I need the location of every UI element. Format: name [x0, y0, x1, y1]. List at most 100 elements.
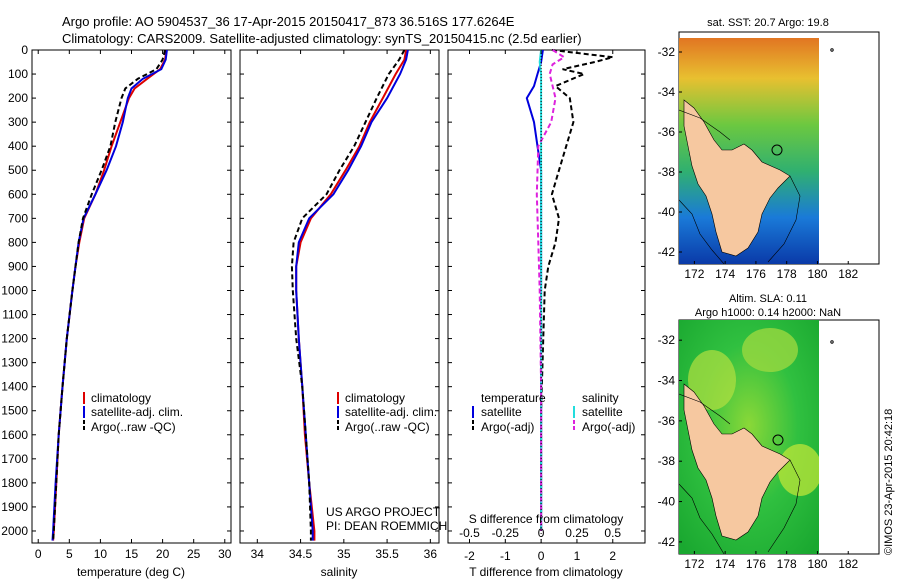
- y-tick-label: 400: [8, 139, 28, 153]
- header-line1: Argo profile: AO 5904537_36 17-Apr-2015 …: [62, 14, 515, 29]
- sla-blob: [742, 328, 798, 372]
- x-tick-label: 35: [337, 547, 351, 561]
- x-tick-label: -2: [464, 549, 475, 563]
- map-y-tick-label: -32: [658, 333, 676, 347]
- y-tick-label: 2000: [1, 524, 28, 538]
- y-tick-label: 100: [8, 67, 28, 81]
- map-x-tick-label: 174: [715, 557, 735, 571]
- x-tick-label: 1: [574, 549, 581, 563]
- sla-map-title2: Argo h1000: 0.14 h2000: NaN: [695, 307, 841, 319]
- series-line-climatology: [52, 49, 168, 541]
- map-dot: [830, 340, 834, 344]
- x-tick-label: 5: [66, 547, 73, 561]
- sla-contour: [679, 393, 801, 554]
- series-line-argo-raw-qc-: [290, 49, 406, 541]
- x-tick-label: 2: [609, 549, 616, 563]
- map-y-tick-label: -38: [658, 454, 676, 468]
- legend-label-climatology: climatology: [345, 391, 405, 405]
- map-y-tick-label: -40: [658, 495, 676, 509]
- x-tick-label: -1: [500, 549, 511, 563]
- panel-salinity-frame: [239, 49, 440, 544]
- x-tick-label: 20: [156, 547, 170, 561]
- sla-blob: [778, 444, 819, 496]
- y-tick-label: 1000: [1, 283, 28, 297]
- y-tick-label: 1600: [1, 428, 28, 442]
- legend-label-argo: Argo(..raw -QC): [345, 420, 430, 434]
- map-y-tick-label: -32: [658, 45, 676, 59]
- map-x-tick-label: 178: [777, 557, 797, 571]
- x-tick-label: 30: [218, 547, 232, 561]
- argo-float-marker: [772, 434, 784, 446]
- series-line-climatology: [295, 49, 408, 541]
- series-line-satellite-adj-clim-: [295, 49, 409, 541]
- project-label: US ARGO PROJECT: [326, 505, 441, 519]
- x-tick-label: 36: [424, 547, 438, 561]
- legend-title-salinity: salinity: [582, 391, 619, 405]
- legend-label-t-satellite: satellite: [481, 405, 522, 419]
- map-dot: [830, 48, 834, 52]
- x-tick-label: 0: [35, 547, 42, 561]
- sla-map-ticks: 172 174 176 178 180 182 -32 -34 -36 -38 -40 -42: [658, 333, 859, 571]
- temperature-xlabel: temperature (deg C): [77, 565, 185, 579]
- x-tick-label: 10: [94, 547, 108, 561]
- y-tick-label: 1100: [2, 308, 28, 322]
- y-tick-label: 1300: [1, 356, 28, 370]
- argo-float-marker: [771, 144, 783, 156]
- sst-map-title: sat. SST: 20.7 Argo: 19.8: [707, 17, 829, 29]
- legend-label-satellite: satellite-adj. clim.: [345, 405, 437, 419]
- salinity-series: [290, 49, 409, 541]
- salinity-diff-ticks: -0.5 -0.25 0 0.25 0.5: [459, 526, 621, 540]
- sst-map-ticks: 172 174 176 178 180 182 -32 -34 -36 -38 -40 -42: [658, 45, 859, 281]
- series-line-argo-raw-qc-: [52, 49, 167, 541]
- sst-map: sat. SST: 20.7 Argo: 19.8 172 174 176 178 18…: [658, 17, 880, 281]
- series-line-t-argo-adj-: [540, 49, 614, 531]
- difference-series: [525, 49, 614, 531]
- legend-label-climatology: climatology: [91, 391, 151, 405]
- map-x-tick-label: 172: [684, 267, 704, 281]
- map-y-tick-label: -36: [658, 125, 676, 139]
- map-y-tick-label: -38: [658, 165, 676, 179]
- s-tick-label: 0: [538, 526, 545, 540]
- legend-label-t-argo: Argo(-adj): [481, 420, 534, 434]
- x-tick-label: 34.5: [289, 547, 313, 561]
- legend-label-satellite: satellite-adj. clim.: [91, 405, 183, 419]
- x-tick-label: 15: [125, 547, 139, 561]
- map-x-tick-label: 182: [838, 557, 858, 571]
- map-x-tick-label: 180: [807, 557, 827, 571]
- y-tick-label: 500: [8, 163, 28, 177]
- y-tick-label: 800: [8, 235, 28, 249]
- map-x-tick-label: 172: [684, 557, 704, 571]
- y-tick-label: 600: [8, 187, 28, 201]
- map-y-tick-label: -42: [658, 535, 676, 549]
- legend-label-argo: Argo(..raw -QC): [91, 420, 176, 434]
- sla-map-title1: Altim. SLA: 0.11: [729, 293, 807, 305]
- map-x-tick-label: 178: [777, 267, 797, 281]
- y-tick-label: 300: [8, 115, 28, 129]
- x-tick-label: 25: [187, 547, 201, 561]
- sst-contour: [679, 109, 801, 264]
- sla-blob: [688, 350, 736, 410]
- difference-xlabel2: S difference from climatology: [469, 512, 624, 526]
- y-tick-label: 200: [8, 91, 28, 105]
- map-x-tick-label: 176: [746, 267, 766, 281]
- map-y-tick-label: -34: [658, 374, 676, 388]
- difference-xticks: -2 -1 0 1 2: [464, 50, 616, 563]
- legend-label-s-satellite: satellite: [582, 405, 623, 419]
- map-y-tick-label: -34: [658, 85, 676, 99]
- temperature-series: [51, 49, 168, 541]
- temperature-legend: climatology satellite-adj. clim. Argo(..…: [83, 391, 183, 434]
- y-tick-label: 1500: [1, 404, 28, 418]
- map-y-tick-label: -36: [658, 414, 676, 428]
- s-tick-label: -0.5: [459, 526, 480, 540]
- header-line2: Climatology: CARS2009. Satellite-adjuste…: [62, 31, 582, 46]
- pi-label: PI: DEAN ROEMMICH: [326, 519, 447, 533]
- x-tick-label: 35.5: [375, 547, 399, 561]
- s-tick-label: 0.5: [604, 526, 621, 540]
- salinity-xticks: 34 34.5 35 35.5 36: [251, 50, 438, 561]
- x-tick-label: 0: [538, 549, 545, 563]
- series-line-satellite-adj-clim-: [51, 49, 168, 541]
- temperature-xticks: 0 5 10 15 20 25 30: [35, 50, 232, 561]
- legend-label-s-argo: Argo(-adj): [582, 420, 635, 434]
- depth-axis: 0 100 200 300 400 500 600 700 800 900 1000 1100 1200…: [1, 43, 645, 538]
